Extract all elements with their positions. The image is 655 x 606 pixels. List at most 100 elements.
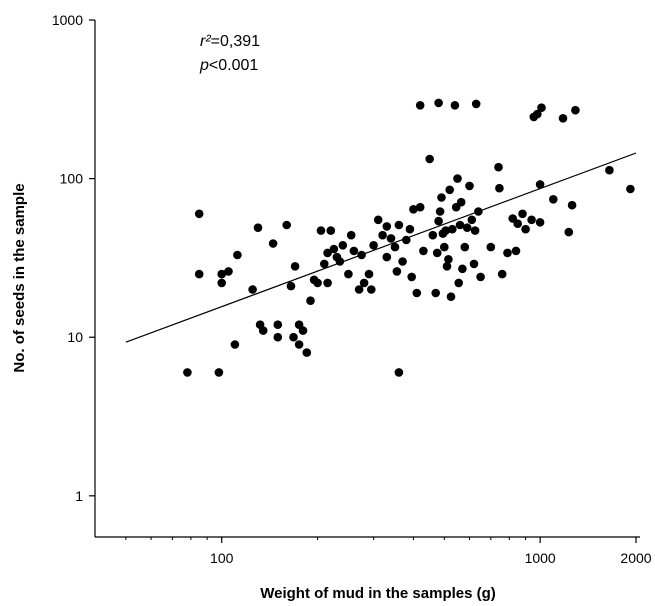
data-point — [446, 292, 456, 302]
data-point — [217, 269, 226, 279]
data-point — [409, 205, 418, 214]
data-point — [471, 99, 481, 109]
data-point — [344, 269, 353, 279]
data-point — [302, 348, 312, 357]
data-point — [373, 215, 383, 225]
data-point — [432, 248, 442, 258]
data-point — [467, 215, 477, 225]
data-points — [183, 98, 635, 377]
regression-line — [125, 152, 637, 343]
data-point — [518, 209, 527, 219]
data-point — [415, 202, 425, 212]
p-value-annotation: p<0.001 — [199, 57, 258, 74]
data-point — [605, 165, 614, 175]
data-point — [369, 241, 378, 250]
data-point — [405, 224, 415, 234]
data-point — [316, 226, 326, 235]
data-point — [286, 281, 296, 291]
data-point — [458, 264, 467, 274]
data-point — [407, 272, 417, 282]
data-point — [442, 262, 452, 271]
data-point — [354, 285, 364, 294]
x-axis-title: Weight of mud in the samples (g) — [260, 585, 496, 602]
data-point — [476, 272, 485, 282]
y-axis-title: No. of seeds in the sample — [11, 183, 28, 372]
x-tick-label: 2000 — [620, 550, 651, 566]
data-point — [495, 183, 504, 193]
data-point — [294, 340, 304, 349]
data-point — [465, 181, 474, 191]
data-point — [626, 184, 635, 194]
data-point — [571, 105, 580, 115]
data-point — [367, 285, 376, 294]
data-point — [329, 244, 339, 254]
data-point — [214, 368, 224, 377]
data-point — [440, 242, 449, 252]
data-point — [527, 215, 536, 225]
data-point — [320, 259, 329, 269]
data-point — [428, 230, 438, 240]
data-point — [183, 368, 192, 377]
data-point — [460, 242, 470, 252]
data-point — [258, 326, 268, 335]
data-point — [564, 227, 574, 237]
data-point — [386, 234, 396, 243]
data-point — [357, 250, 366, 260]
y-tick-label: 1 — [75, 488, 83, 504]
data-point — [230, 340, 240, 349]
x-tick-label: 100 — [210, 550, 234, 566]
data-point — [549, 195, 558, 204]
data-point — [469, 259, 479, 269]
axes: 100 1000 2000 1 10 100 1000 — [52, 12, 652, 566]
data-point — [456, 197, 466, 207]
y-tick-label: 100 — [60, 171, 84, 187]
data-point — [434, 98, 443, 108]
data-point — [503, 248, 512, 258]
data-point — [349, 246, 359, 256]
data-point — [323, 278, 332, 288]
annotation-block: r²=0,391 p<0.001 — [199, 33, 260, 74]
data-point — [398, 257, 407, 266]
data-point — [521, 224, 530, 234]
data-point — [537, 103, 546, 112]
data-point — [434, 216, 443, 226]
r-squared-symbol: r² — [200, 33, 211, 50]
data-point — [359, 278, 369, 288]
data-point — [298, 326, 308, 335]
data-point — [450, 101, 460, 110]
r-squared-value: =0,391 — [211, 33, 260, 50]
data-point — [338, 241, 348, 250]
data-point — [248, 285, 257, 294]
data-point — [306, 296, 315, 306]
x-ticks: 100 1000 2000 — [125, 537, 652, 566]
x-tick-label: 1000 — [525, 550, 556, 566]
data-point — [273, 320, 283, 330]
data-point — [412, 288, 422, 298]
data-point — [535, 180, 545, 189]
data-point — [470, 226, 480, 235]
r-squared-annotation: r²=0,391 — [200, 33, 260, 50]
data-point — [382, 222, 392, 231]
data-point — [486, 242, 496, 252]
data-point — [402, 235, 411, 245]
data-point — [382, 252, 392, 262]
data-point — [494, 162, 503, 172]
data-point — [394, 368, 404, 377]
data-point — [419, 246, 428, 256]
data-point — [390, 242, 400, 252]
y-tick-label: 10 — [67, 329, 83, 345]
data-point — [448, 224, 457, 234]
data-point — [558, 114, 568, 123]
data-point — [194, 209, 204, 219]
data-point — [224, 267, 233, 276]
data-point — [415, 101, 425, 110]
data-point — [453, 174, 462, 183]
data-point — [217, 278, 226, 288]
data-point — [441, 226, 451, 235]
data-point — [462, 223, 472, 232]
data-point — [290, 262, 300, 271]
data-point — [535, 218, 545, 227]
data-point — [233, 250, 242, 260]
data-point — [474, 207, 483, 216]
data-point — [378, 230, 387, 240]
